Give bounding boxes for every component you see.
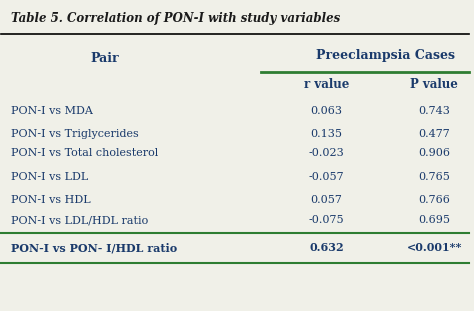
Text: PON-I vs Total cholesterol: PON-I vs Total cholesterol [11,148,158,158]
Text: 0.632: 0.632 [309,243,344,253]
Text: PON-I vs LDL: PON-I vs LDL [11,172,88,182]
Text: P value: P value [410,78,458,91]
Text: 0.906: 0.906 [418,148,450,158]
Text: 0.766: 0.766 [418,195,450,205]
Text: 0.695: 0.695 [418,215,450,225]
Text: Preeclampsia Cases: Preeclampsia Cases [316,49,455,63]
Text: 0.135: 0.135 [310,129,343,139]
Text: 0.477: 0.477 [418,129,450,139]
Text: PON-I vs HDL: PON-I vs HDL [11,195,91,205]
Text: Table 5. Correlation of PON-I with study variables: Table 5. Correlation of PON-I with study… [11,12,340,25]
Text: PON-I vs PON- I/HDL ratio: PON-I vs PON- I/HDL ratio [11,243,177,253]
Text: PON-I vs Triglycerides: PON-I vs Triglycerides [11,129,138,139]
Text: 0.765: 0.765 [418,172,450,182]
Text: PON-I vs MDA: PON-I vs MDA [11,106,92,116]
Text: PON-I vs LDL/HDL ratio: PON-I vs LDL/HDL ratio [11,215,148,225]
Text: 0.743: 0.743 [418,106,450,116]
Text: r value: r value [304,78,349,91]
Text: -0.023: -0.023 [309,148,345,158]
Text: 0.057: 0.057 [310,195,343,205]
Text: <0.001**: <0.001** [407,243,462,253]
Text: -0.075: -0.075 [309,215,344,225]
Text: Pair: Pair [90,52,118,65]
Text: 0.063: 0.063 [310,106,343,116]
Text: -0.057: -0.057 [309,172,344,182]
